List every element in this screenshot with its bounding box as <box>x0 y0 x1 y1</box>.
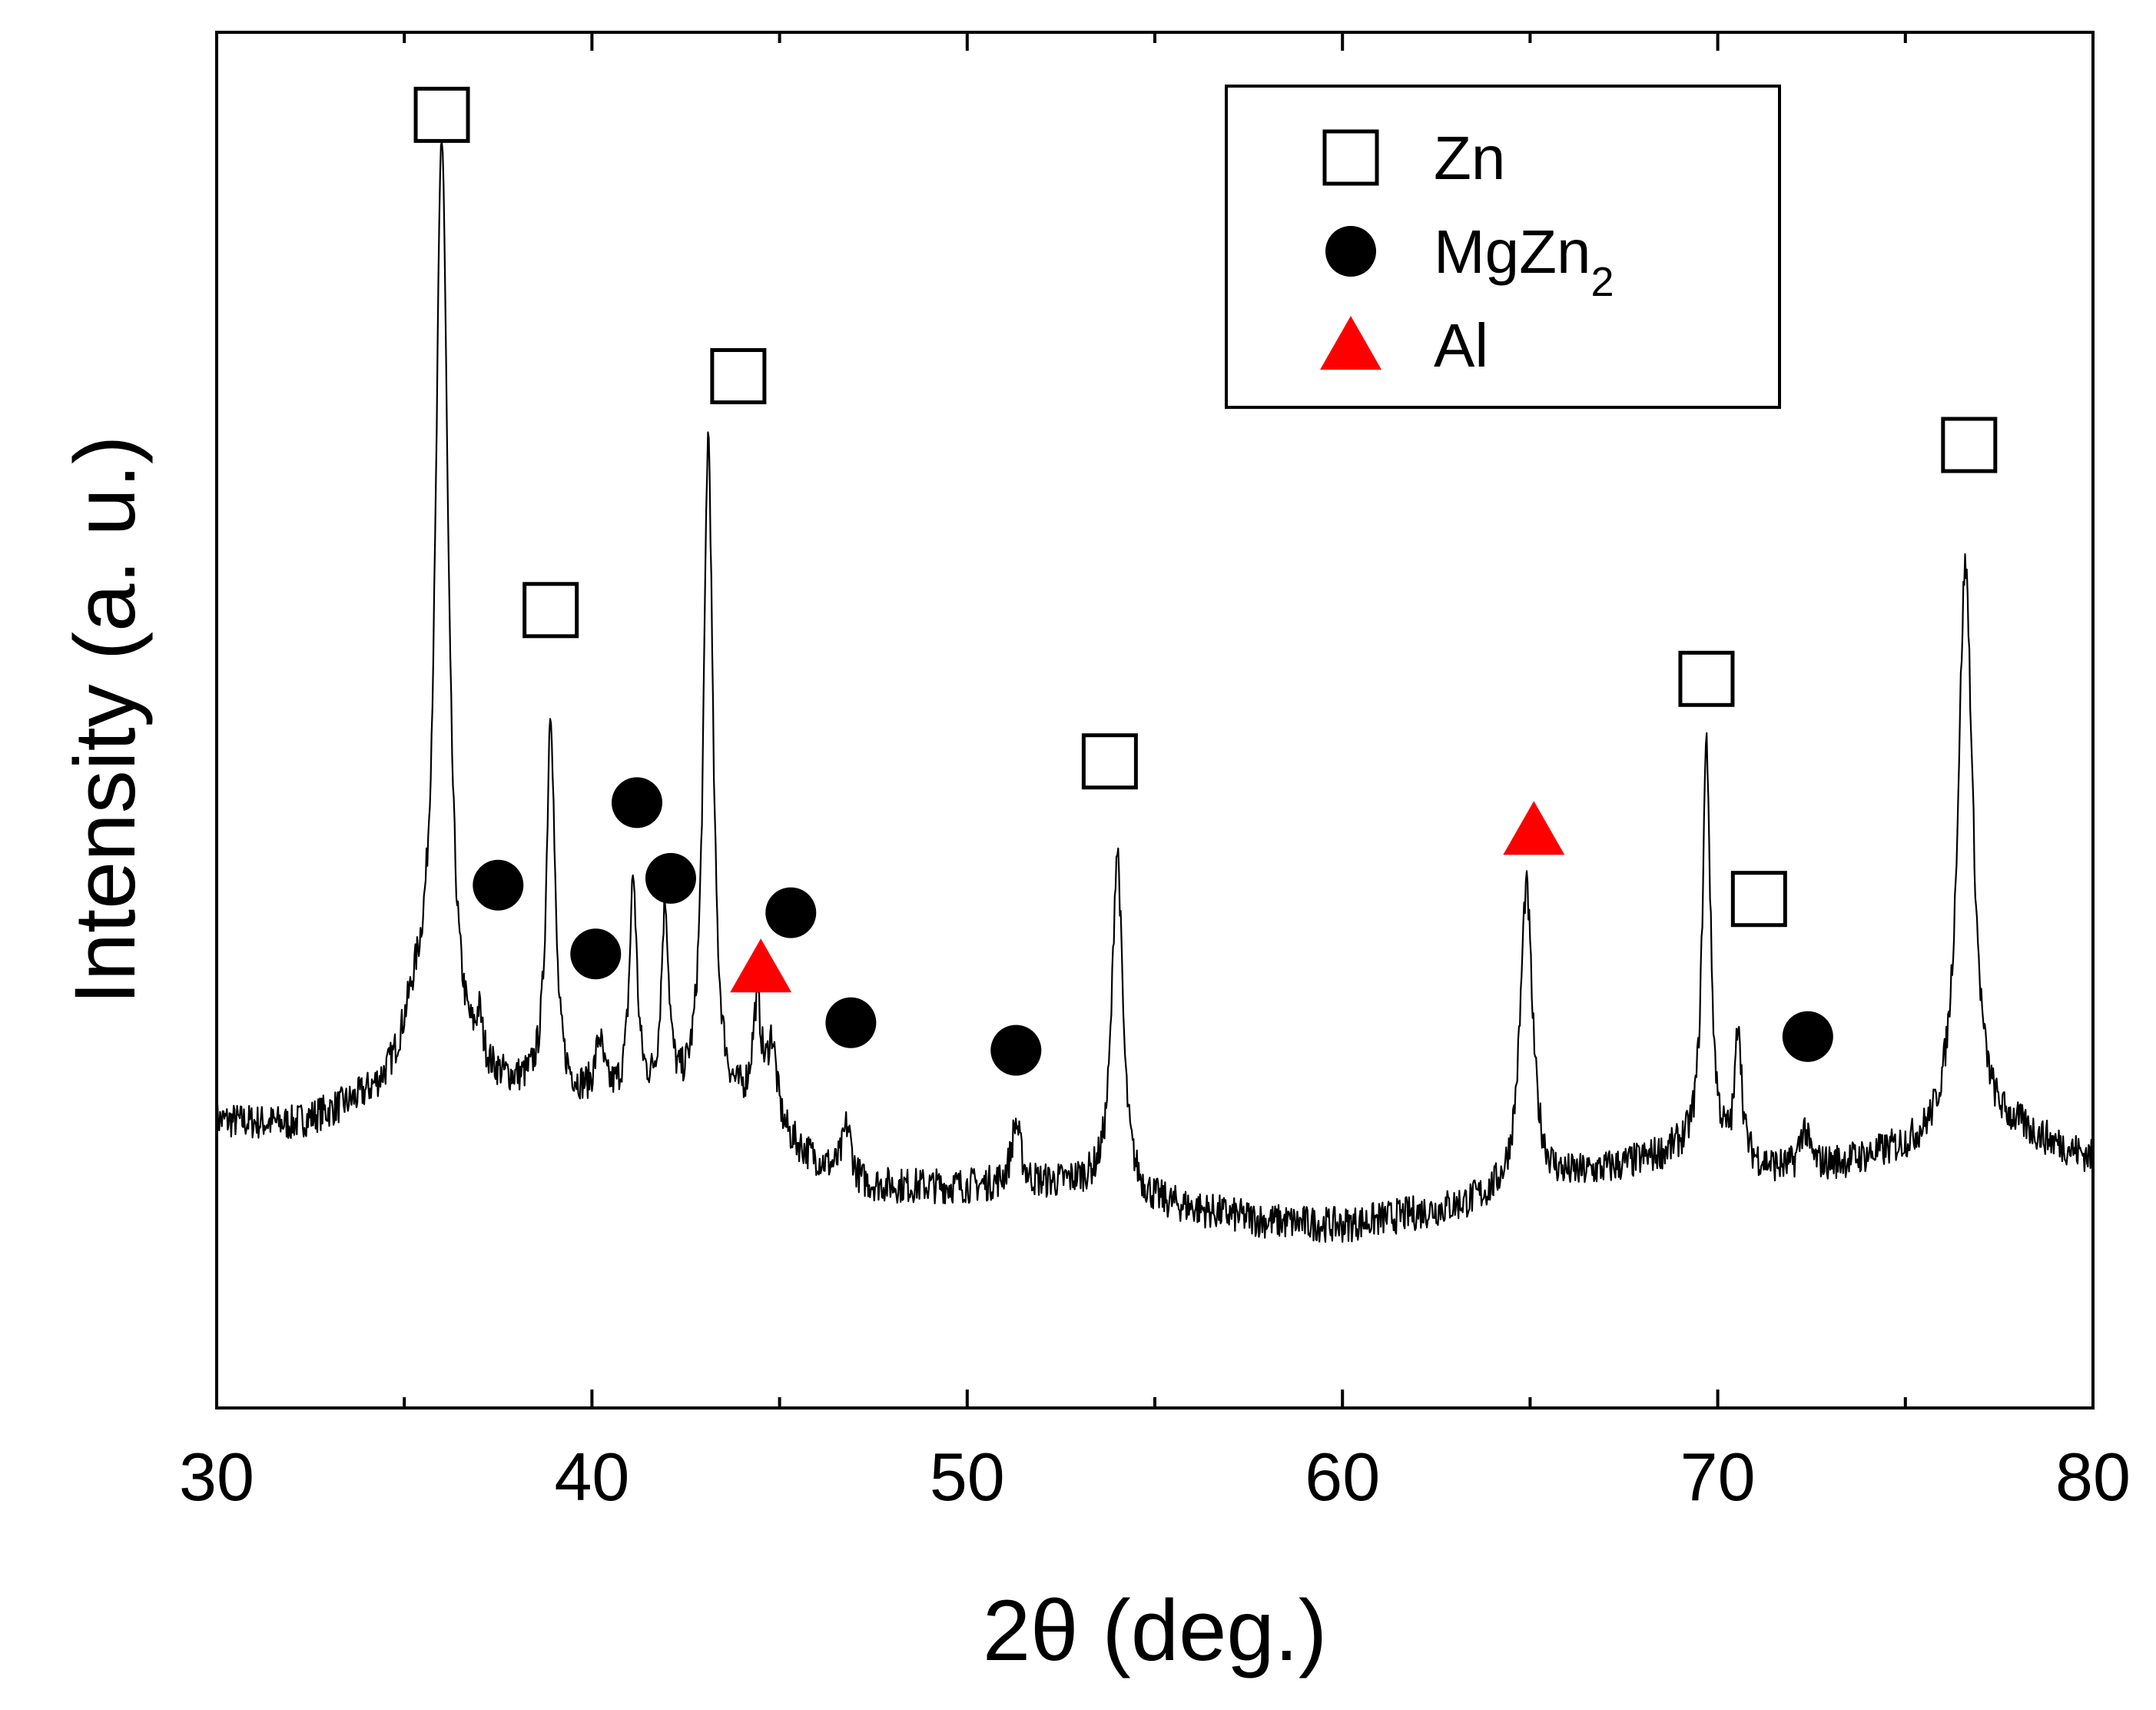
xrd-pattern-line <box>215 141 2095 1243</box>
mgzn2-circle-marker <box>473 859 524 911</box>
x-tick-label: 50 <box>930 1439 1005 1515</box>
legend-triangle-icon <box>1320 316 1381 370</box>
legend-label-subscript: 2 <box>1591 259 1614 305</box>
al-triangle-marker <box>730 938 792 993</box>
y-axis-title: Intensity (a. u.) <box>57 436 153 1005</box>
zn-square-marker <box>1730 871 1787 928</box>
phase-markers <box>413 86 1998 1076</box>
x-tick-label: 30 <box>179 1439 254 1515</box>
mgzn2-circle-marker <box>612 777 663 828</box>
mgzn2-circle-marker <box>825 997 877 1048</box>
x-tick-label: 40 <box>554 1439 629 1515</box>
mgzn2-circle-marker <box>1782 1011 1833 1062</box>
al-triangle-marker <box>1503 801 1565 855</box>
zn-square-marker <box>710 348 767 404</box>
legend-circle-icon <box>1325 226 1376 277</box>
legend-square-icon <box>1322 129 1379 186</box>
x-tick-label: 70 <box>1680 1439 1756 1515</box>
x-axis-title: 2θ (deg.) <box>983 1582 1327 1678</box>
x-tick-label: 80 <box>2055 1439 2131 1515</box>
zn-square-marker <box>1678 650 1735 707</box>
mgzn2-circle-marker <box>570 928 622 980</box>
legend-label: Zn <box>1434 124 1505 192</box>
zn-square-marker <box>522 582 579 639</box>
mgzn2-circle-marker <box>645 852 696 904</box>
mgzn2-circle-marker <box>765 887 817 938</box>
legend-label: Al <box>1434 311 1488 380</box>
zn-square-marker <box>1941 417 1998 473</box>
mgzn2-circle-marker <box>990 1024 1042 1076</box>
x-axis: 30 40 50 60 70 80 <box>179 32 2131 1515</box>
spectrum-layer <box>215 141 2095 1243</box>
legend-box <box>1225 85 1781 409</box>
x-tick-label: 60 <box>1305 1439 1380 1515</box>
zn-square-marker <box>1081 733 1138 790</box>
zn-square-marker <box>413 86 470 143</box>
